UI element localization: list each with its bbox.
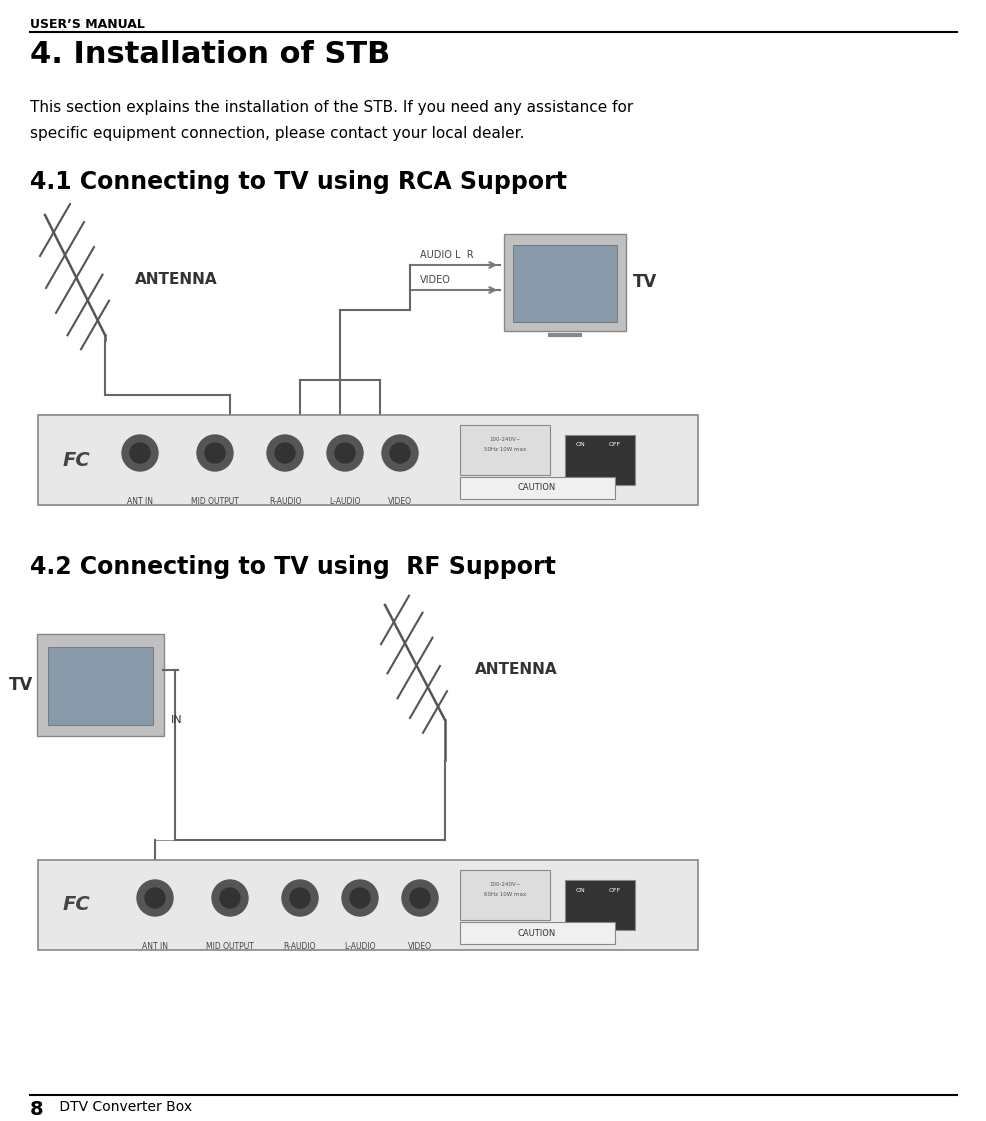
Text: ANT IN: ANT IN: [127, 497, 153, 506]
Text: 4.1 Connecting to TV using RCA Support: 4.1 Connecting to TV using RCA Support: [30, 170, 566, 194]
FancyBboxPatch shape: [513, 245, 616, 322]
Circle shape: [290, 888, 310, 908]
Text: OFF: OFF: [608, 888, 620, 892]
Text: ANT IN: ANT IN: [142, 942, 168, 951]
Text: DTV Converter Box: DTV Converter Box: [55, 1100, 192, 1114]
Circle shape: [409, 888, 430, 908]
FancyBboxPatch shape: [36, 634, 164, 736]
Text: ANTENNA: ANTENNA: [135, 272, 217, 287]
FancyBboxPatch shape: [38, 415, 697, 504]
Text: 4.2 Connecting to TV using  RF Support: 4.2 Connecting to TV using RF Support: [30, 555, 555, 580]
Text: TV: TV: [9, 676, 33, 694]
Circle shape: [389, 443, 409, 463]
FancyBboxPatch shape: [459, 478, 614, 499]
FancyBboxPatch shape: [459, 870, 549, 920]
Circle shape: [401, 880, 438, 916]
Circle shape: [350, 888, 370, 908]
Text: AUDIO L  R: AUDIO L R: [420, 250, 473, 260]
Text: 100-240V~: 100-240V~: [489, 437, 521, 442]
Circle shape: [145, 888, 165, 908]
Text: ON: ON: [575, 443, 585, 447]
Circle shape: [275, 443, 295, 463]
FancyBboxPatch shape: [564, 435, 634, 485]
Text: ANTENNA: ANTENNA: [474, 663, 557, 677]
Circle shape: [342, 880, 378, 916]
FancyBboxPatch shape: [459, 921, 614, 944]
Text: ON: ON: [575, 888, 585, 892]
Text: IN: IN: [171, 715, 182, 725]
Circle shape: [205, 443, 225, 463]
Text: R-AUDIO: R-AUDIO: [268, 497, 301, 506]
Text: VIDEO: VIDEO: [420, 275, 451, 285]
Text: 4. Installation of STB: 4. Installation of STB: [30, 40, 389, 70]
Circle shape: [267, 435, 303, 471]
Text: FC: FC: [63, 451, 91, 470]
Circle shape: [326, 435, 363, 471]
Circle shape: [382, 435, 418, 471]
Circle shape: [212, 880, 247, 916]
FancyBboxPatch shape: [504, 234, 625, 331]
Text: L-AUDIO: L-AUDIO: [329, 497, 361, 506]
Text: TV: TV: [632, 274, 657, 291]
Text: MID OUTPUT: MID OUTPUT: [191, 497, 239, 506]
Text: OFF: OFF: [608, 443, 620, 447]
Circle shape: [334, 443, 355, 463]
Circle shape: [130, 443, 150, 463]
FancyBboxPatch shape: [564, 880, 634, 930]
FancyBboxPatch shape: [48, 647, 153, 725]
Text: MID OUTPUT: MID OUTPUT: [206, 942, 253, 951]
Text: R-AUDIO: R-AUDIO: [283, 942, 316, 951]
Text: 100-240V~: 100-240V~: [489, 882, 521, 887]
Circle shape: [122, 435, 158, 471]
Text: CAUTION: CAUTION: [518, 928, 555, 937]
FancyBboxPatch shape: [459, 425, 549, 475]
Text: VIDEO: VIDEO: [407, 942, 432, 951]
Text: specific equipment connection, please contact your local dealer.: specific equipment connection, please co…: [30, 126, 524, 141]
Text: VIDEO: VIDEO: [387, 497, 411, 506]
Text: CAUTION: CAUTION: [518, 483, 555, 492]
Circle shape: [137, 880, 173, 916]
Circle shape: [197, 435, 233, 471]
Text: 8: 8: [30, 1100, 43, 1119]
Text: This section explains the installation of the STB. If you need any assistance fo: This section explains the installation o…: [30, 100, 633, 115]
Text: FC: FC: [63, 896, 91, 915]
Circle shape: [220, 888, 240, 908]
Text: L-AUDIO: L-AUDIO: [344, 942, 376, 951]
Text: 60Hz 10W max: 60Hz 10W max: [483, 892, 526, 897]
FancyBboxPatch shape: [38, 860, 697, 949]
Text: 50Hz 10W max: 50Hz 10W max: [483, 447, 526, 452]
Circle shape: [282, 880, 317, 916]
Text: USER’S MANUAL: USER’S MANUAL: [30, 18, 145, 31]
